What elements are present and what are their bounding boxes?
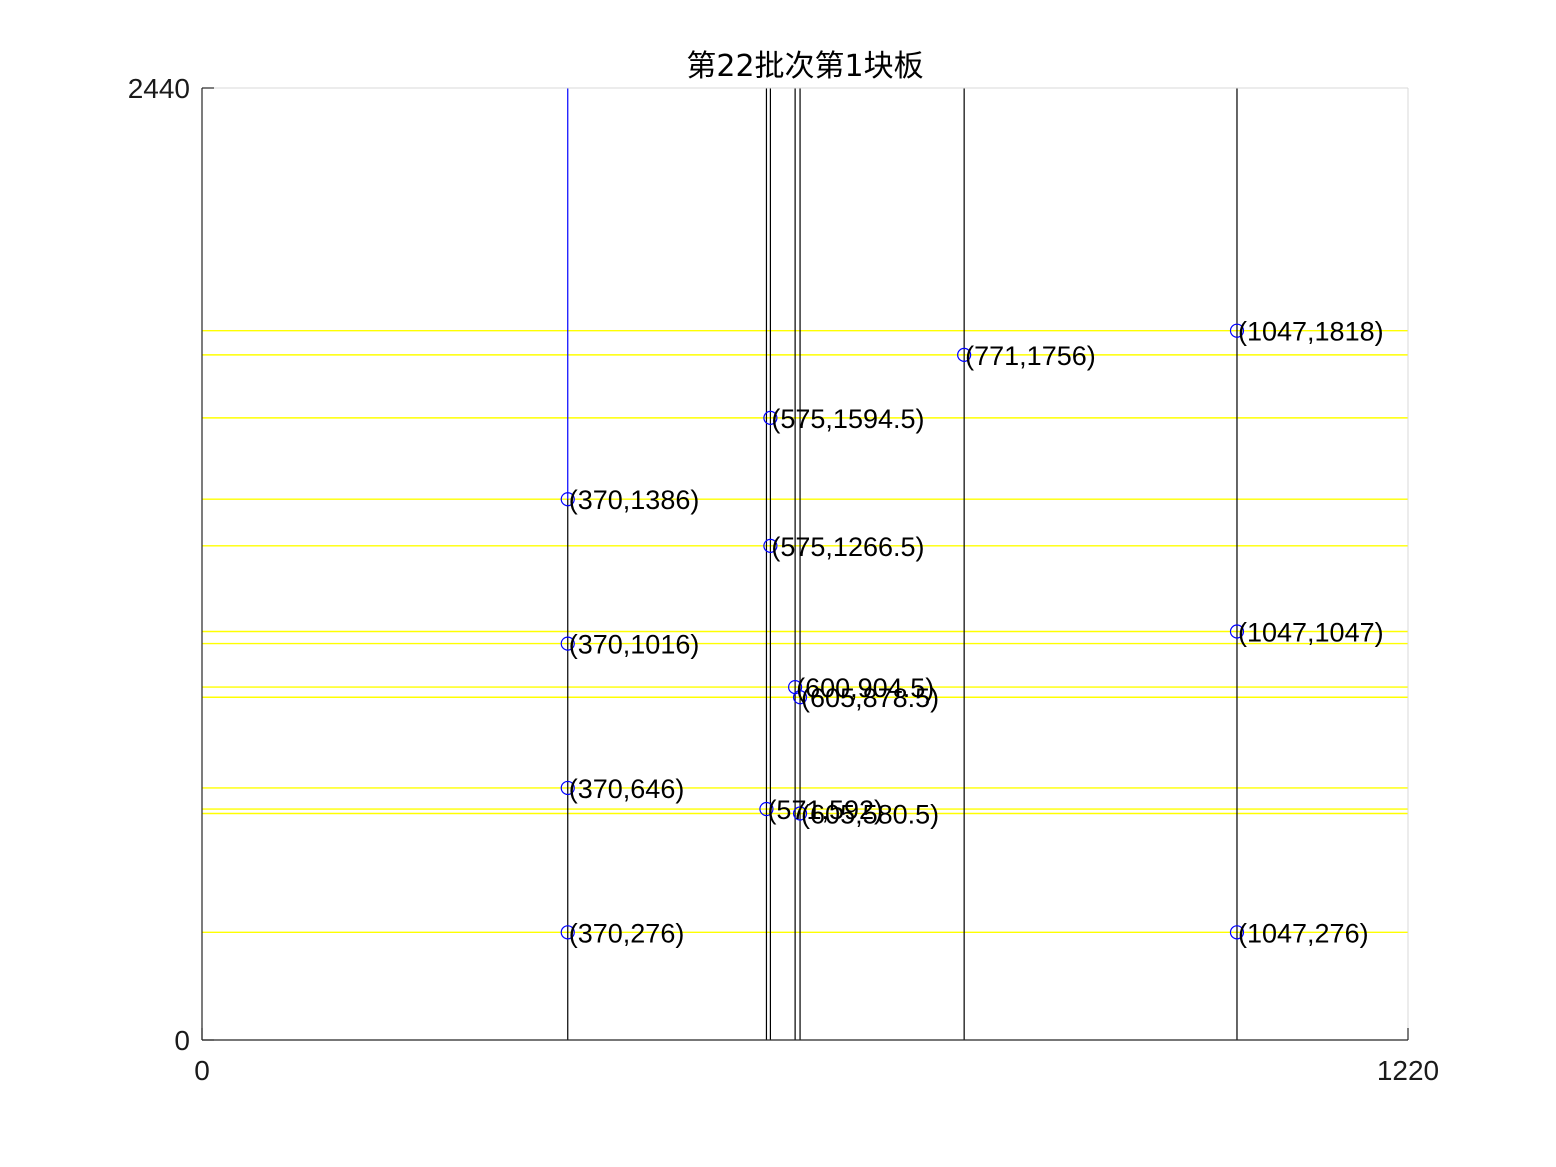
chart-title: 第22批次第1块板 (686, 49, 923, 84)
point-label: (370,1386) (569, 485, 700, 515)
point-marker (560, 492, 575, 507)
point-label: (575,1594.5) (771, 404, 924, 434)
x-tick-label: 0 (194, 1055, 210, 1086)
y-tick-label: 2440 (128, 73, 190, 104)
point-label: (575,1266.5) (771, 532, 924, 562)
point-marker (560, 925, 575, 940)
point-label: (370,1016) (569, 630, 700, 660)
point-marker (1229, 925, 1245, 940)
point-label: (1047,1047) (1238, 617, 1384, 647)
point-label: (370,276) (569, 918, 685, 948)
point-marker (957, 347, 972, 362)
point-label: (771,1756) (965, 341, 1096, 371)
axes-frame (201, 87, 1409, 1041)
point-marker (560, 780, 575, 796)
point-label: (600,904.5) (796, 673, 934, 703)
point-marker (792, 690, 808, 705)
x-tick-label: 1220 (1377, 1055, 1439, 1086)
point-label: (605,580.5) (801, 800, 939, 830)
point-marker (763, 410, 778, 425)
point-marker (1229, 624, 1245, 639)
point-marker (792, 806, 808, 821)
y-tick-label: 0 (174, 1025, 190, 1056)
plot-area (202, 88, 1408, 1040)
vertical-cut-lines (567, 88, 1238, 1040)
cut-point-labels: (1047,1818) (771,1756) (575,1594.5) (370,13… (569, 317, 1384, 949)
point-label: (605,878.5) (801, 683, 939, 713)
point-label: (1047,276) (1238, 918, 1369, 948)
point-marker (560, 636, 575, 651)
cut-point-markers (560, 323, 1245, 940)
point-label: (370,646) (569, 774, 685, 804)
point-marker (763, 538, 778, 553)
point-label: (571,592) (767, 795, 883, 825)
point-marker (1229, 323, 1245, 338)
point-marker (759, 801, 774, 817)
axis-ticks: 0 1220 0 2440 (128, 73, 1439, 1086)
point-label: (1047,1818) (1238, 317, 1384, 347)
